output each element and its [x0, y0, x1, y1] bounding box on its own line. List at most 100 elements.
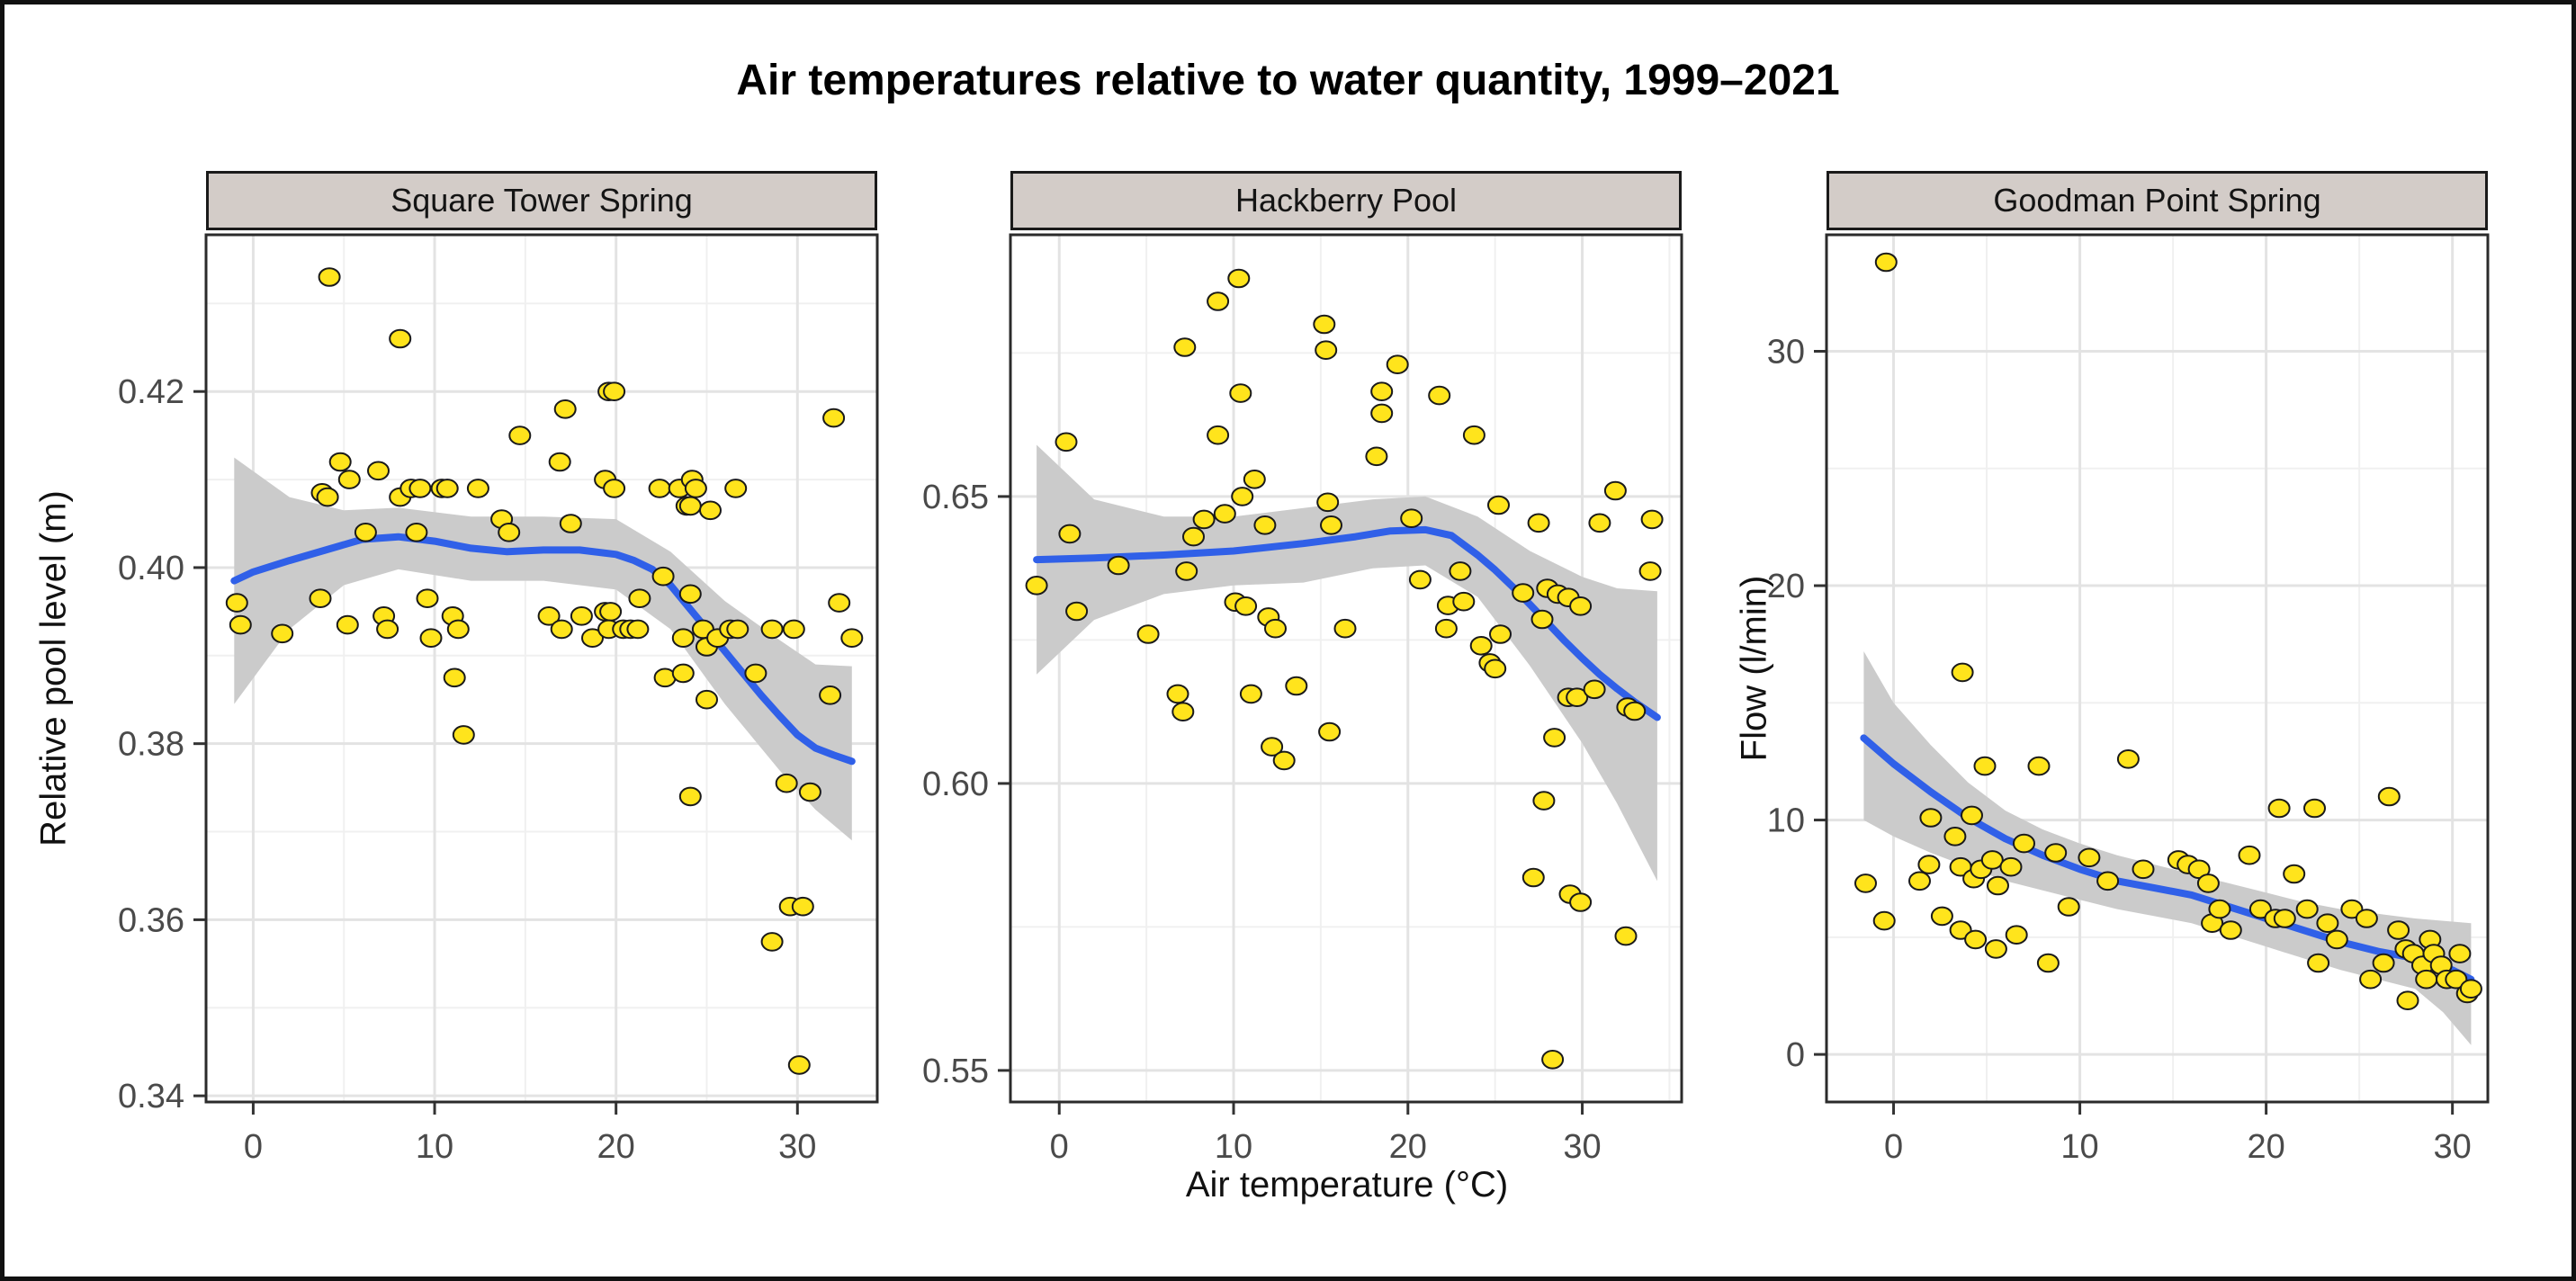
data-point	[1973, 756, 1997, 776]
y-tick-label: 0.65	[922, 479, 989, 516]
data-point	[1285, 676, 1308, 696]
facet-strip-square-tower-spring: Square Tower Spring	[206, 171, 877, 230]
panel-border	[204, 233, 879, 1104]
data-point	[1386, 354, 1409, 375]
data-point	[1452, 591, 1476, 612]
y-tick-label: 30	[1767, 333, 1805, 371]
data-point	[1872, 910, 1896, 931]
data-point	[1640, 509, 1664, 530]
data-point	[336, 614, 359, 635]
data-point	[2096, 871, 2120, 891]
data-point	[2219, 920, 2242, 940]
data-point	[699, 500, 722, 521]
facet-strip-label: Hackberry Pool	[1234, 182, 1458, 219]
data-point	[1987, 875, 2009, 896]
data-point	[603, 479, 626, 498]
data-point	[603, 381, 626, 402]
data-point	[1229, 383, 1252, 403]
x-tick-label: 20	[1389, 1128, 1427, 1166]
data-point	[1320, 515, 1342, 535]
facet-strip-label: Square Tower Spring	[390, 182, 693, 219]
data-point	[1919, 808, 1943, 828]
scatter-points	[1854, 252, 2482, 1010]
y-tick-label: 0	[1786, 1036, 1805, 1074]
data-point	[2267, 798, 2291, 819]
data-point	[508, 426, 532, 445]
data-point	[2238, 845, 2261, 865]
data-point	[1532, 791, 1556, 811]
data-point	[581, 628, 604, 649]
data-point	[671, 628, 695, 649]
data-point	[1065, 601, 1089, 622]
data-point	[648, 479, 671, 498]
data-point	[1951, 662, 1974, 683]
data-point	[2377, 786, 2401, 807]
data-point	[2396, 990, 2419, 1010]
data-point	[1487, 495, 1510, 515]
data-point	[443, 667, 466, 688]
data-point	[1854, 873, 1877, 893]
data-point	[1107, 555, 1130, 576]
data-point	[840, 628, 864, 649]
chart-title: Air temperatures relative to water quant…	[736, 57, 1840, 104]
data-point	[2303, 798, 2326, 819]
data-point	[419, 628, 443, 649]
data-point	[1316, 492, 1340, 513]
scatter-points	[225, 267, 864, 1075]
data-point	[775, 773, 798, 793]
data-point	[1400, 508, 1423, 529]
data-point	[553, 399, 577, 419]
data-point	[435, 479, 459, 498]
data-point	[2005, 925, 2028, 945]
data-point	[678, 496, 702, 516]
data-point	[559, 514, 582, 533]
data-point	[1874, 252, 1898, 273]
x-tick-label: 0	[244, 1128, 263, 1166]
data-point	[570, 606, 593, 626]
data-point	[1192, 509, 1216, 530]
data-point	[1434, 618, 1458, 639]
data-point	[1333, 618, 1357, 639]
data-point	[2248, 899, 2272, 919]
panel-border	[1009, 233, 1683, 1104]
data-point	[1182, 526, 1205, 547]
data-point	[2459, 979, 2482, 999]
data-point	[760, 619, 784, 640]
data-point	[1243, 470, 1266, 489]
data-point	[2445, 969, 2468, 990]
data-point	[1541, 1050, 1565, 1070]
data-point	[2208, 899, 2231, 919]
data-point	[1318, 721, 1342, 742]
data-point	[1315, 340, 1338, 361]
x-tick-label: 0	[1884, 1128, 1903, 1166]
data-point	[724, 479, 748, 498]
data-point	[628, 588, 651, 609]
data-point	[1365, 446, 1388, 467]
data-point	[599, 602, 623, 622]
data-point	[1313, 314, 1336, 335]
data-point	[1638, 561, 1662, 581]
data-point	[1058, 524, 1082, 544]
data-point	[1207, 291, 1230, 311]
data-point	[1428, 385, 1451, 406]
y-tick-label: 20	[1767, 568, 1805, 605]
data-point	[1623, 701, 1647, 721]
data-point	[498, 523, 521, 542]
data-point	[1943, 827, 1967, 847]
facet-panel: 0 10 20 30 30 20 10 0	[1767, 233, 2490, 1166]
data-point	[1173, 337, 1197, 357]
data-point	[1239, 684, 1262, 704]
facet-panel: 0 10 20 30 0.42 0.40 0.38 0.36 0.34	[118, 233, 879, 1166]
facet-strip-hackberry-pool: Hackberry Pool	[1010, 171, 1682, 230]
data-point	[1136, 624, 1160, 644]
data-point	[1261, 737, 1284, 757]
x-tick-label: 20	[2247, 1128, 2284, 1166]
loess-line	[1033, 525, 1661, 721]
data-point	[1980, 850, 2004, 870]
x-tick-label: 30	[778, 1128, 816, 1166]
data-point	[1234, 596, 1258, 616]
data-point	[316, 487, 339, 507]
data-point	[2325, 929, 2348, 950]
y-tick-label: 0.40	[118, 550, 184, 587]
